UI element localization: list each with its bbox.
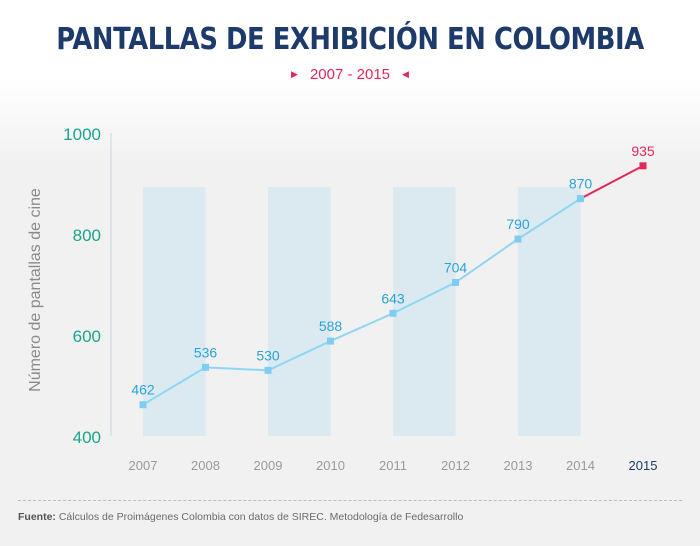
triangle-right-icon: ▶ bbox=[291, 69, 298, 79]
subtitle-text: 2007 - 2015 bbox=[309, 66, 391, 83]
year-band bbox=[393, 187, 456, 436]
series-line-segment bbox=[517, 197, 582, 240]
data-point bbox=[327, 337, 334, 345]
series-line-segment bbox=[330, 312, 394, 342]
data-point bbox=[202, 363, 209, 371]
line-chart: 400 600 800 1000 Número de pantallas de cine… bbox=[27, 125, 658, 473]
y-tick-label: 1000 bbox=[63, 125, 101, 144]
series-line-segment bbox=[580, 164, 644, 200]
data-point bbox=[514, 235, 522, 243]
x-tick-label: 2014 bbox=[566, 458, 595, 473]
year-band bbox=[143, 187, 206, 436]
data-label: 643 bbox=[381, 290, 405, 306]
x-tick-label: 2013 bbox=[504, 458, 533, 473]
year-band bbox=[268, 187, 331, 436]
source-text: Cálculos de Proimágenes Colombia con dat… bbox=[58, 511, 464, 523]
triangle-left-icon: ◀ bbox=[402, 69, 409, 79]
data-point bbox=[577, 195, 584, 203]
chart-title: PANTALLAS DE EXHIBICIÓN EN COLOMBIA bbox=[56, 22, 644, 57]
footer-divider bbox=[18, 500, 682, 501]
data-point bbox=[639, 162, 647, 170]
source-label: Fuente: bbox=[18, 511, 56, 523]
series-line-segment bbox=[142, 366, 207, 406]
data-label: 588 bbox=[319, 318, 343, 334]
chart-subtitle: ▶ 2007 - 2015 ◀ bbox=[0, 66, 700, 83]
x-tick-label: 2010 bbox=[316, 458, 345, 473]
data-label: 530 bbox=[256, 347, 280, 363]
data-label: 536 bbox=[194, 344, 218, 360]
x-tick-label: 2008 bbox=[191, 458, 220, 473]
x-tick-label: 2009 bbox=[254, 458, 283, 473]
series-line-segment bbox=[392, 281, 456, 315]
data-point bbox=[452, 278, 459, 286]
data-label: 790 bbox=[506, 216, 530, 232]
data-label: 935 bbox=[631, 143, 655, 159]
y-tick-label: 600 bbox=[73, 327, 101, 346]
x-tick-label: 2015 bbox=[629, 458, 658, 473]
year-band bbox=[518, 187, 581, 436]
series-line-segment bbox=[205, 366, 269, 372]
data-point bbox=[139, 401, 147, 409]
x-tick-label: 2011 bbox=[379, 458, 407, 473]
data-label: 870 bbox=[569, 176, 593, 192]
data-point bbox=[264, 366, 272, 374]
y-axis-title: Número de pantallas de cine bbox=[27, 188, 44, 392]
data-label: 462 bbox=[131, 382, 155, 398]
y-tick-label: 400 bbox=[73, 428, 101, 447]
series-line-segment bbox=[267, 340, 331, 372]
data-label: 704 bbox=[444, 259, 468, 275]
x-tick-label: 2007 bbox=[129, 458, 158, 473]
x-tick-label: 2012 bbox=[441, 458, 470, 473]
y-tick-label: 800 bbox=[73, 226, 101, 245]
series-line-segment bbox=[454, 238, 519, 284]
data-point bbox=[389, 309, 397, 317]
source-note: Fuente: Cálculos de Proimágenes Colombia… bbox=[18, 511, 463, 523]
